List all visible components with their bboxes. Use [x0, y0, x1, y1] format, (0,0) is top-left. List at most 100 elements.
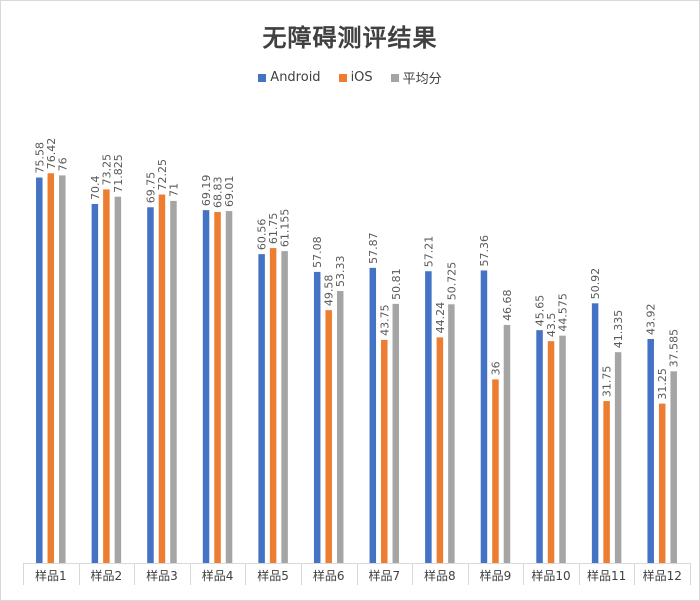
- data-label-average: 50.81: [390, 268, 403, 300]
- data-label-android: 75.58: [33, 142, 46, 174]
- data-label-ios: 43.75: [378, 304, 391, 336]
- legend-item-ios: iOS: [338, 68, 373, 87]
- category-label: 样品7: [368, 568, 400, 583]
- category-label: 样品9: [480, 568, 512, 583]
- category-label: 样品2: [91, 568, 123, 583]
- category-label: 样品5: [257, 568, 289, 583]
- bar-average: [559, 335, 566, 563]
- bar-ios: [214, 211, 221, 564]
- bar-ios: [603, 401, 610, 563]
- category-label: 样品6: [313, 568, 345, 583]
- category-label: 样品8: [424, 568, 456, 583]
- bar-average: [336, 291, 344, 563]
- data-label-average: 41.335: [612, 310, 625, 349]
- bar-ios: [325, 310, 332, 563]
- bar-android: [369, 267, 377, 563]
- data-label-ios: 61.75: [267, 213, 280, 245]
- bar-android: [36, 177, 43, 564]
- data-label-average: 76: [56, 157, 69, 171]
- bar-average: [670, 371, 677, 563]
- bar-group: 50.92 31.75 41.335 样品11: [587, 268, 626, 583]
- category-label: 样品10: [531, 568, 570, 583]
- data-label-android: 70.4: [89, 175, 102, 200]
- legend: Android iOS 平均分: [0, 68, 700, 87]
- category-label: 样品4: [202, 568, 234, 583]
- legend-label-android: Android: [270, 70, 321, 85]
- category-label: 样品1: [35, 568, 67, 583]
- legend-label-average: 平均分: [402, 72, 442, 87]
- chart-title: 无障碍测评结果: [262, 24, 438, 52]
- data-label-average: 46.68: [501, 289, 514, 321]
- data-label-android: 43.92: [645, 304, 658, 336]
- data-label-android: 57.36: [478, 235, 491, 267]
- legend-swatch-ios: [338, 73, 347, 82]
- bar-average: [503, 324, 511, 563]
- bar-android: [313, 271, 321, 563]
- category-label: 样品3: [146, 568, 178, 583]
- data-label-android: 57.87: [367, 232, 380, 264]
- data-label-ios: 31.75: [601, 366, 614, 398]
- data-label-android: 50.92: [589, 268, 602, 300]
- bar-average: [392, 303, 400, 563]
- bar-ios: [492, 379, 499, 563]
- data-label-android: 69.19: [200, 175, 213, 207]
- bar-average: [281, 251, 288, 563]
- data-label-average: 71: [167, 183, 180, 197]
- bar-group: 57.87 43.75 50.81 样品7: [367, 232, 403, 583]
- bar-ios: [436, 337, 444, 563]
- bar-android: [591, 303, 599, 563]
- bar-average: [614, 352, 622, 563]
- bar-average: [225, 211, 233, 563]
- legend-label-ios: iOS: [350, 70, 373, 85]
- bar-ios: [381, 339, 388, 563]
- data-label-ios: 68.83: [212, 176, 225, 208]
- data-label-android: 45.65: [534, 295, 547, 327]
- bar-average: [114, 196, 122, 563]
- data-label-ios: 36: [489, 361, 502, 375]
- legend-item-average: 平均分: [390, 68, 442, 87]
- legend-swatch-android: [258, 73, 267, 82]
- data-label-average: 37.585: [668, 329, 681, 368]
- legend-swatch-average: [390, 73, 399, 82]
- data-label-average: 44.575: [557, 293, 570, 332]
- data-label-ios: 76.42: [45, 138, 58, 170]
- data-label-average: 50.725: [445, 262, 458, 301]
- bar-ios: [103, 189, 110, 564]
- data-label-ios: 49.58: [323, 275, 336, 307]
- data-label-android: 57.08: [311, 236, 324, 268]
- bar-average: [170, 200, 177, 563]
- bar-android: [202, 210, 210, 564]
- data-label-ios: 73.25: [100, 154, 113, 186]
- data-label-android: 57.21: [422, 236, 435, 268]
- data-label-average: 61.155: [279, 209, 292, 248]
- data-label-android: 60.56: [256, 219, 269, 251]
- data-label-average: 69.01: [223, 176, 236, 208]
- data-label-ios: 31.25: [656, 368, 669, 400]
- bar-group: 57.36 36 46.68 样品9: [478, 235, 514, 583]
- bar-average: [448, 304, 455, 563]
- bar-ios: [158, 194, 166, 563]
- data-label-average: 53.33: [334, 256, 347, 288]
- data-label-android: 69.75: [144, 172, 157, 204]
- bar-ios: [269, 248, 277, 563]
- bar-android: [147, 207, 154, 563]
- bar-android: [536, 330, 543, 563]
- data-label-ios: 72.25: [156, 159, 169, 191]
- data-label-average: 71.825: [112, 154, 125, 193]
- bar-android: [647, 339, 654, 563]
- bar-ios: [47, 173, 55, 563]
- data-label-ios: 44.24: [434, 302, 447, 334]
- data-label-ios: 43.5: [545, 313, 558, 338]
- bar-android: [425, 271, 432, 563]
- bar-ios: [658, 403, 666, 563]
- category-label: 样品11: [587, 568, 626, 583]
- legend-item-android: Android: [258, 68, 321, 87]
